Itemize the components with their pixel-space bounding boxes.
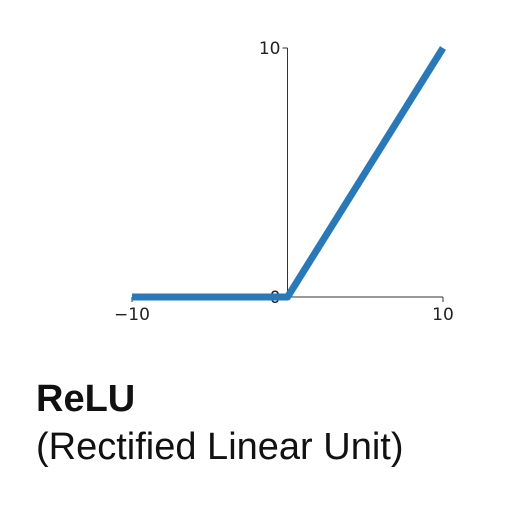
caption-title: ReLU [36, 380, 135, 418]
x-tick-label: −10 [114, 305, 150, 325]
y-tick-label: 10 [259, 39, 281, 59]
caption-subtitle: (Rectified Linear Unit) [36, 428, 403, 466]
x-tick-label: 10 [432, 305, 454, 325]
